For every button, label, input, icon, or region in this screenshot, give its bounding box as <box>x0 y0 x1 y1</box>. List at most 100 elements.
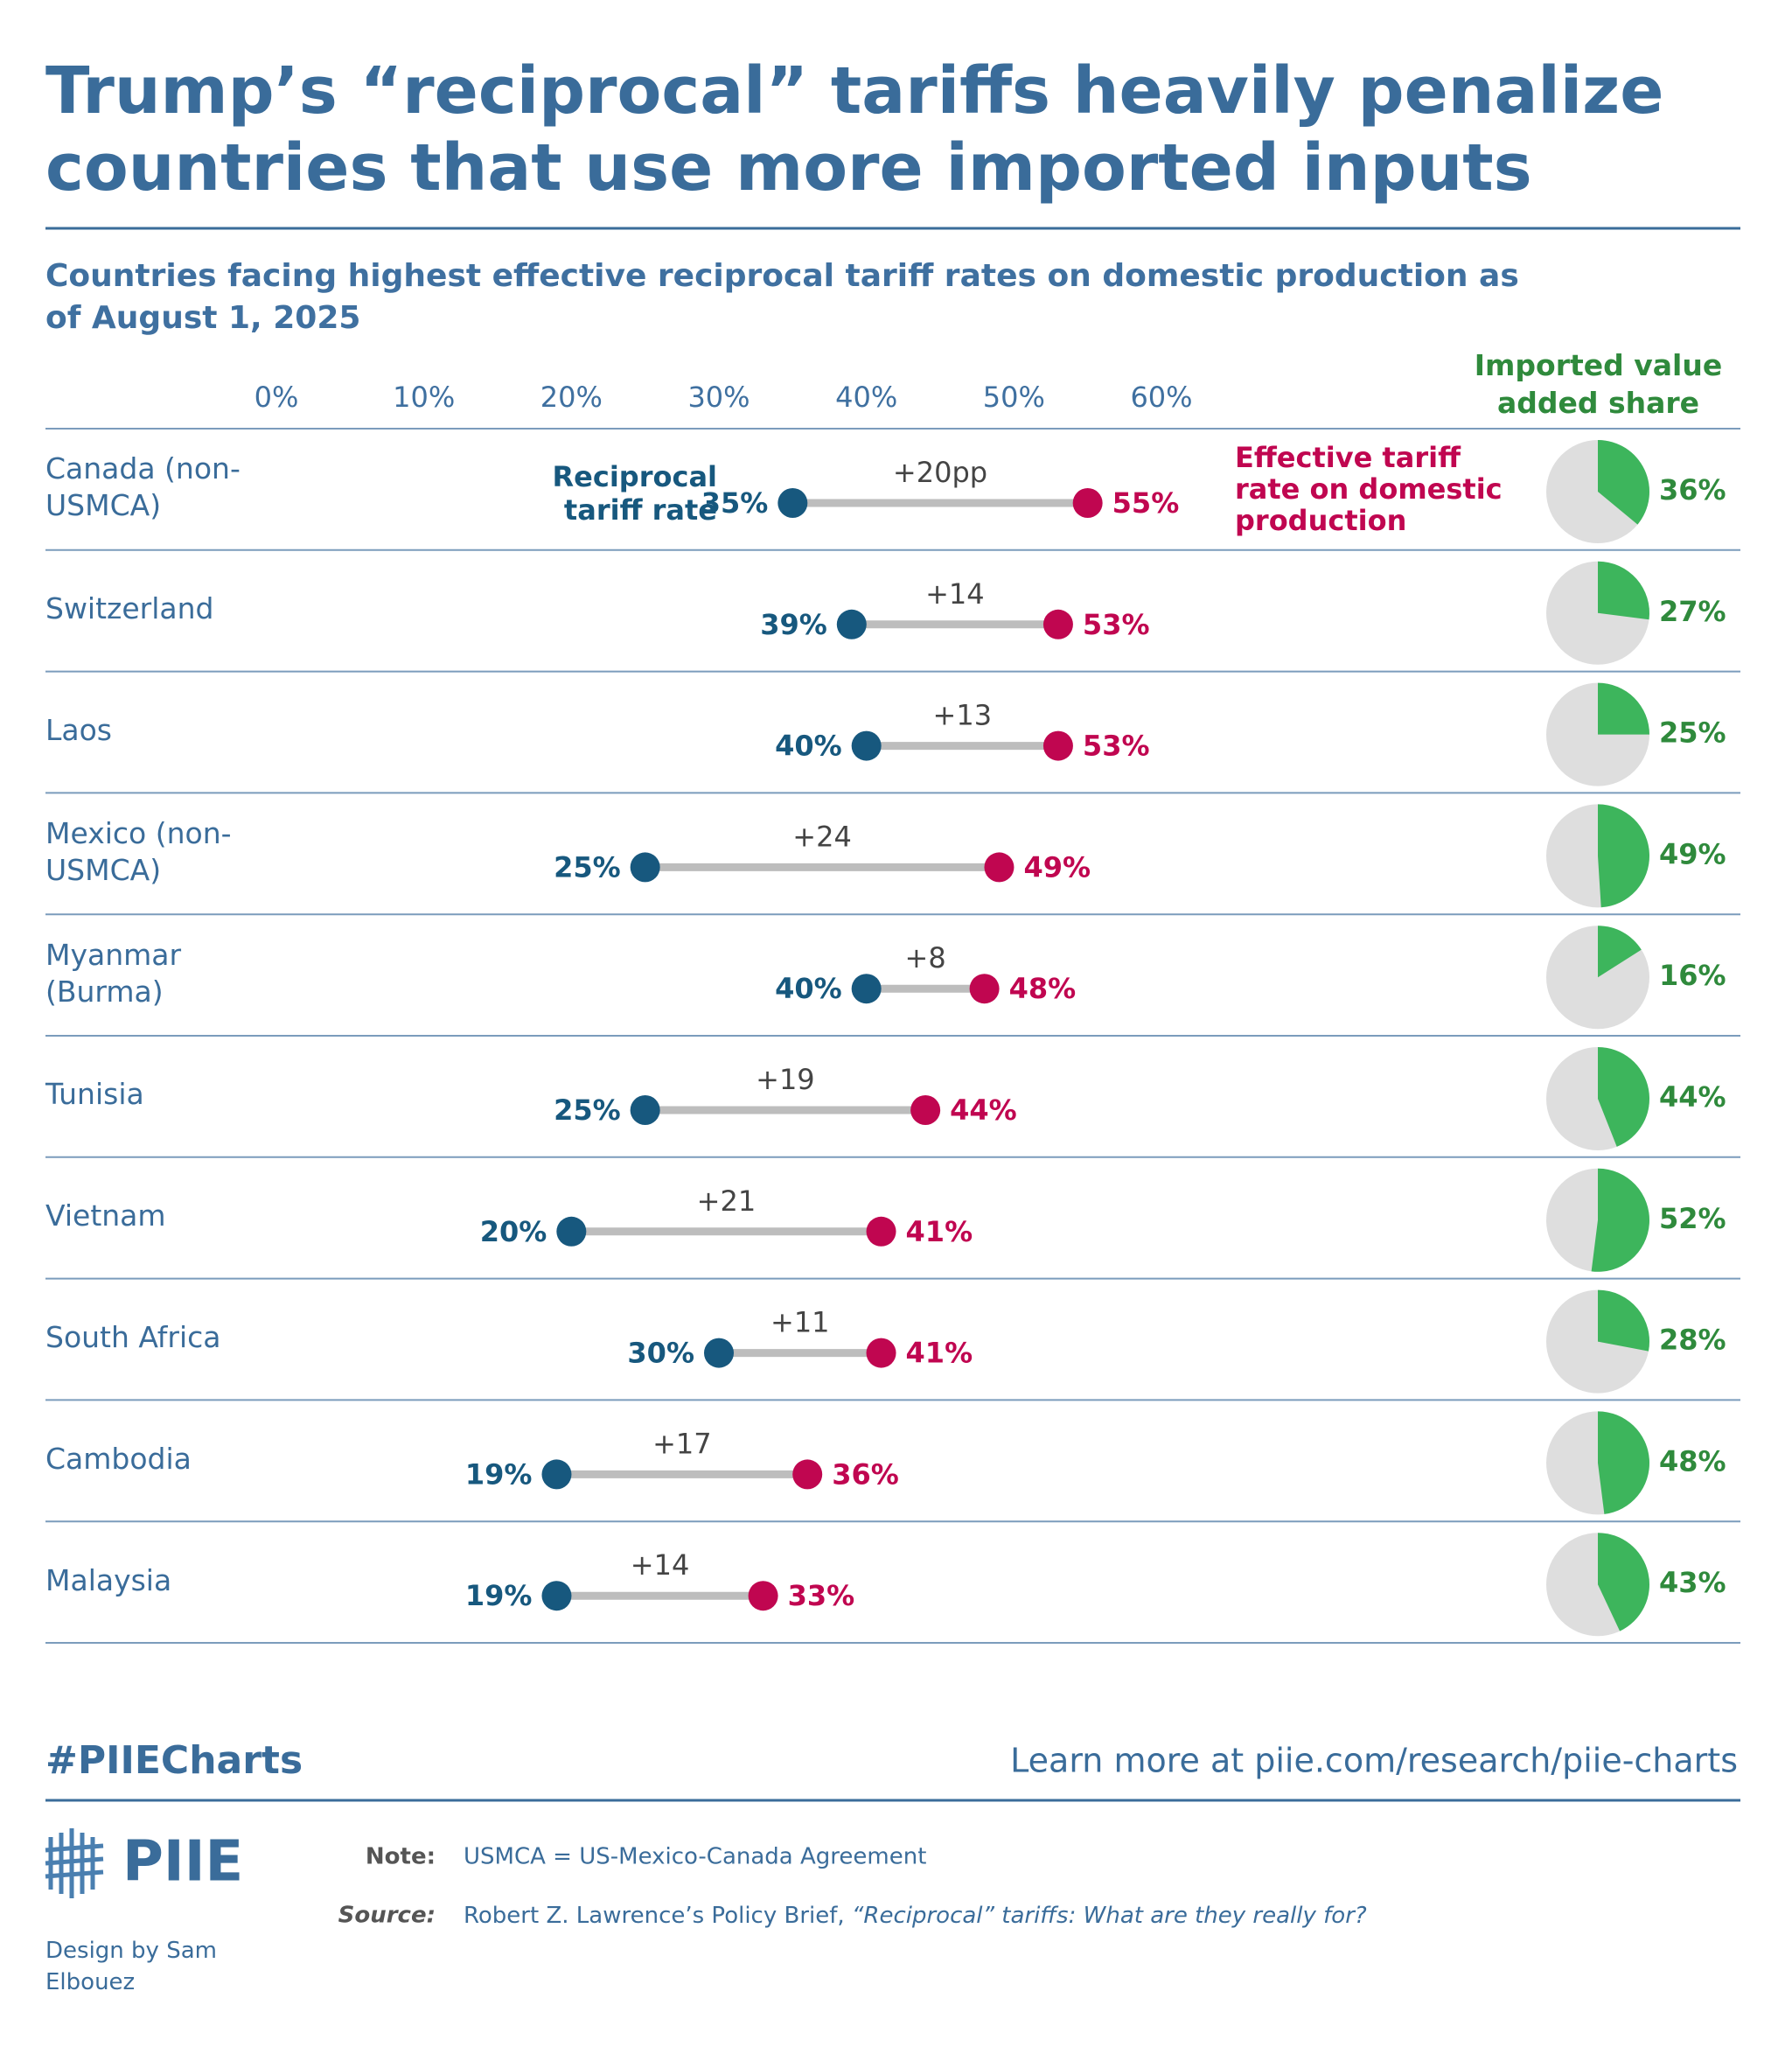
pie-slice <box>1598 440 1650 525</box>
reciprocal-label: 25% <box>554 1093 621 1127</box>
effective-label: 41% <box>906 1215 973 1248</box>
reciprocal-dot <box>777 488 808 518</box>
source-label: Source: <box>338 1903 436 1929</box>
reciprocal-label: 39% <box>760 608 827 641</box>
x-tick-label: 10% <box>393 381 455 414</box>
pie-label: 28% <box>1659 1324 1726 1357</box>
difference-label: +17 <box>652 1427 712 1460</box>
pie-label: 49% <box>1659 837 1726 870</box>
credit: Design by Sam Elbouez <box>45 1938 217 1995</box>
pie-slice <box>1591 1168 1650 1272</box>
category-label: Mexico (non-USMCA) <box>45 815 232 887</box>
effective-dot <box>984 852 1015 883</box>
effective-dot <box>1042 730 1073 761</box>
x-tick-label: 20% <box>540 381 603 414</box>
difference-label: +11 <box>770 1306 830 1339</box>
difference-label: +21 <box>697 1184 757 1218</box>
reciprocal-label: 25% <box>554 850 621 884</box>
effective-dot <box>1072 488 1103 518</box>
pie-slice <box>1598 804 1649 908</box>
logo-icon <box>45 1828 104 1898</box>
effective-label: 55% <box>1112 486 1180 520</box>
category-label: South Africa <box>45 1319 221 1354</box>
effective-label: 49% <box>1023 850 1091 884</box>
pie-slice <box>1598 1411 1650 1514</box>
effective-dot <box>866 1338 896 1368</box>
effective-label: 48% <box>1009 972 1077 1005</box>
x-tick-label: 40% <box>835 381 897 414</box>
difference-label: +20pp <box>893 456 987 489</box>
category-label: Cambodia <box>45 1441 192 1476</box>
effective-dot <box>866 1216 896 1247</box>
note-label: Note: <box>366 1844 436 1870</box>
reciprocal-label: 35% <box>701 486 769 520</box>
logo-text: PIIE <box>122 1830 243 1895</box>
effective-label: 44% <box>950 1093 1017 1127</box>
category-label: Laos <box>45 712 112 747</box>
effective-label: 53% <box>1083 730 1150 763</box>
effective-dot <box>910 1095 941 1125</box>
pie-slice <box>1598 1047 1650 1147</box>
category-label: Vietnam <box>45 1198 166 1233</box>
link: Learn more at piie.com/research/piie-cha… <box>1010 1742 1738 1780</box>
source-text: Robert Z. Lawrence’s Policy Brief, <box>464 1903 852 1929</box>
reciprocal-label: 40% <box>775 972 842 1005</box>
reciprocal-label: 20% <box>480 1215 547 1248</box>
reciprocal-label: 19% <box>465 1579 533 1612</box>
reciprocal-dot <box>541 1581 572 1611</box>
legend-reciprocal: Reciprocal tariff rate <box>552 460 717 527</box>
reciprocal-dot <box>851 974 882 1004</box>
note: USMCA = US-Mexico-Canada Agreement <box>464 1844 926 1870</box>
pie-label: 44% <box>1659 1080 1726 1114</box>
effective-dot <box>792 1459 823 1490</box>
subtitle: Countries facing highest effective recip… <box>45 258 1519 336</box>
x-tick-label: 60% <box>1130 381 1192 414</box>
reciprocal-dot <box>630 1095 660 1125</box>
legend-effective: Effective tariff rate on domestic produc… <box>1235 441 1503 537</box>
category-label: Canada (non-USMCA) <box>45 451 241 523</box>
x-tick-label: 50% <box>983 381 1045 414</box>
reciprocal-dot <box>556 1216 587 1247</box>
difference-label: +24 <box>792 820 852 853</box>
pie-label: 48% <box>1659 1444 1726 1478</box>
reciprocal-dot <box>630 852 660 883</box>
source: Robert Z. Lawrence’s Policy Brief, “Reci… <box>464 1903 1367 1929</box>
x-tick-label: 30% <box>687 381 750 414</box>
effective-label: 33% <box>788 1579 855 1612</box>
effective-label: 53% <box>1083 608 1150 641</box>
reciprocal-label: 30% <box>627 1337 694 1370</box>
difference-label: +19 <box>756 1063 815 1096</box>
hashtag: #PIIECharts <box>45 1738 303 1783</box>
reciprocal-dot <box>851 730 882 761</box>
category-label: Myanmar (Burma) <box>45 937 182 1009</box>
pie-label: 36% <box>1659 473 1726 507</box>
difference-label: +14 <box>631 1548 690 1582</box>
effective-label: 41% <box>906 1337 973 1370</box>
reciprocal-dot <box>541 1459 572 1490</box>
x-tick-label: 0% <box>255 381 299 414</box>
pie-slice <box>1598 1289 1649 1352</box>
difference-label: +14 <box>925 577 985 611</box>
pie-label: 52% <box>1659 1202 1726 1235</box>
reciprocal-label: 40% <box>775 730 842 763</box>
effective-dot <box>1042 609 1073 639</box>
effective-label: 36% <box>832 1457 899 1491</box>
pie-label: 16% <box>1659 959 1726 992</box>
pie-label: 27% <box>1659 595 1726 628</box>
effective-dot <box>969 974 1000 1004</box>
effective-dot <box>748 1581 778 1611</box>
pie-slice <box>1598 561 1650 620</box>
pie-header: Imported value added share <box>1474 348 1723 420</box>
pie-label: 43% <box>1659 1566 1726 1599</box>
pie-slice <box>1598 682 1649 735</box>
pie-slice <box>1598 926 1642 978</box>
reciprocal-dot <box>836 609 867 639</box>
reciprocal-label: 19% <box>465 1457 533 1491</box>
source-title: “Reciprocal” tariffs: What are they real… <box>852 1903 1367 1929</box>
category-label: Tunisia <box>45 1077 144 1112</box>
difference-label: +8 <box>905 941 946 975</box>
category-label: Malaysia <box>45 1562 172 1597</box>
reciprocal-dot <box>704 1338 734 1368</box>
